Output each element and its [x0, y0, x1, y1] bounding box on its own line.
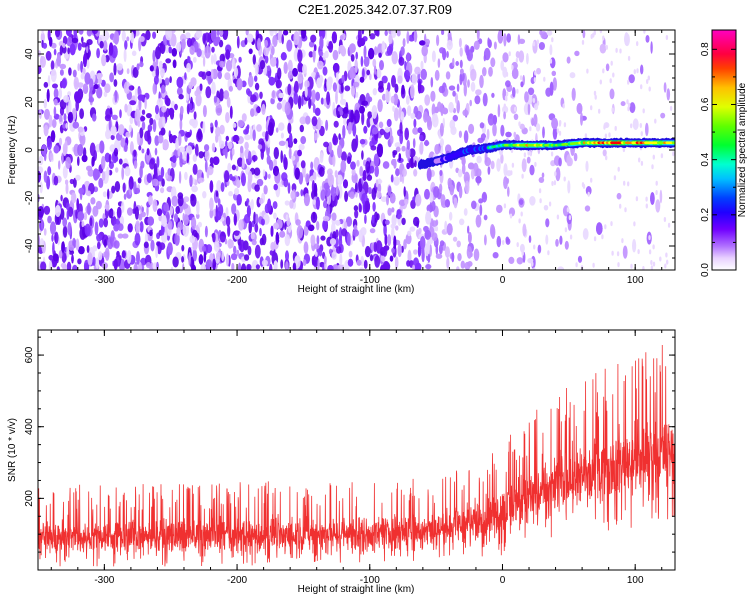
x-tick-label: 100 [627, 575, 644, 586]
colorbar-tick-label: 0.2 [700, 207, 711, 221]
colorbar-tick-label: 0.6 [700, 97, 711, 111]
signal-track [417, 137, 675, 170]
snr-line [38, 344, 675, 567]
x-tick-label: -100 [360, 275, 380, 286]
x-tick-label: 0 [500, 575, 506, 586]
colorbar-tick-label: 0.8 [700, 42, 711, 56]
figure-title: C2E1.2025.342.07.37.R09 [298, 2, 452, 17]
y-tick-label: 400 [24, 418, 35, 435]
y-tick-label: 0 [24, 147, 35, 153]
x-tick-label: -300 [94, 575, 114, 586]
x-tick-label: -200 [227, 275, 247, 286]
snr-series [38, 344, 675, 567]
y-tick-label: -20 [24, 190, 35, 205]
y-tick-label: 20 [24, 96, 35, 108]
colorbar: 0.0 0.2 0.4 0.6 0.8 Normalized spectral ampli… [700, 29, 748, 277]
x-tick-label: -300 [94, 275, 114, 286]
x-tick-label: 100 [627, 275, 644, 286]
x-axis-label: Height of straight line (km) [298, 284, 415, 295]
noise-speckle [38, 30, 675, 270]
y-tick-label: 600 [24, 346, 35, 363]
x-tick-label: 0 [500, 275, 506, 286]
x-tick-label: -100 [360, 575, 380, 586]
x-tick-label: -200 [227, 575, 247, 586]
y-tick-label: 40 [24, 48, 35, 60]
y-tick-label: -40 [24, 238, 35, 253]
y-axis-label: Frequency (Hz) [7, 116, 18, 185]
snr-panel: -300 -200 -100 0 100 200 400 600 Height of strai… [7, 329, 676, 595]
y-axis-label: SNR (10 * v/v) [7, 418, 18, 482]
x-axis-label: Height of straight line (km) [298, 584, 415, 595]
colorbar-label: Normalized spectral amplitude [737, 82, 748, 217]
colorbar-tick-label: 0.4 [700, 152, 711, 166]
colorbar-tick-label: 0.0 [700, 263, 711, 277]
colorbar-gradient [711, 29, 737, 271]
y-tick-label: 200 [24, 490, 35, 507]
snr-frame [37, 329, 676, 571]
